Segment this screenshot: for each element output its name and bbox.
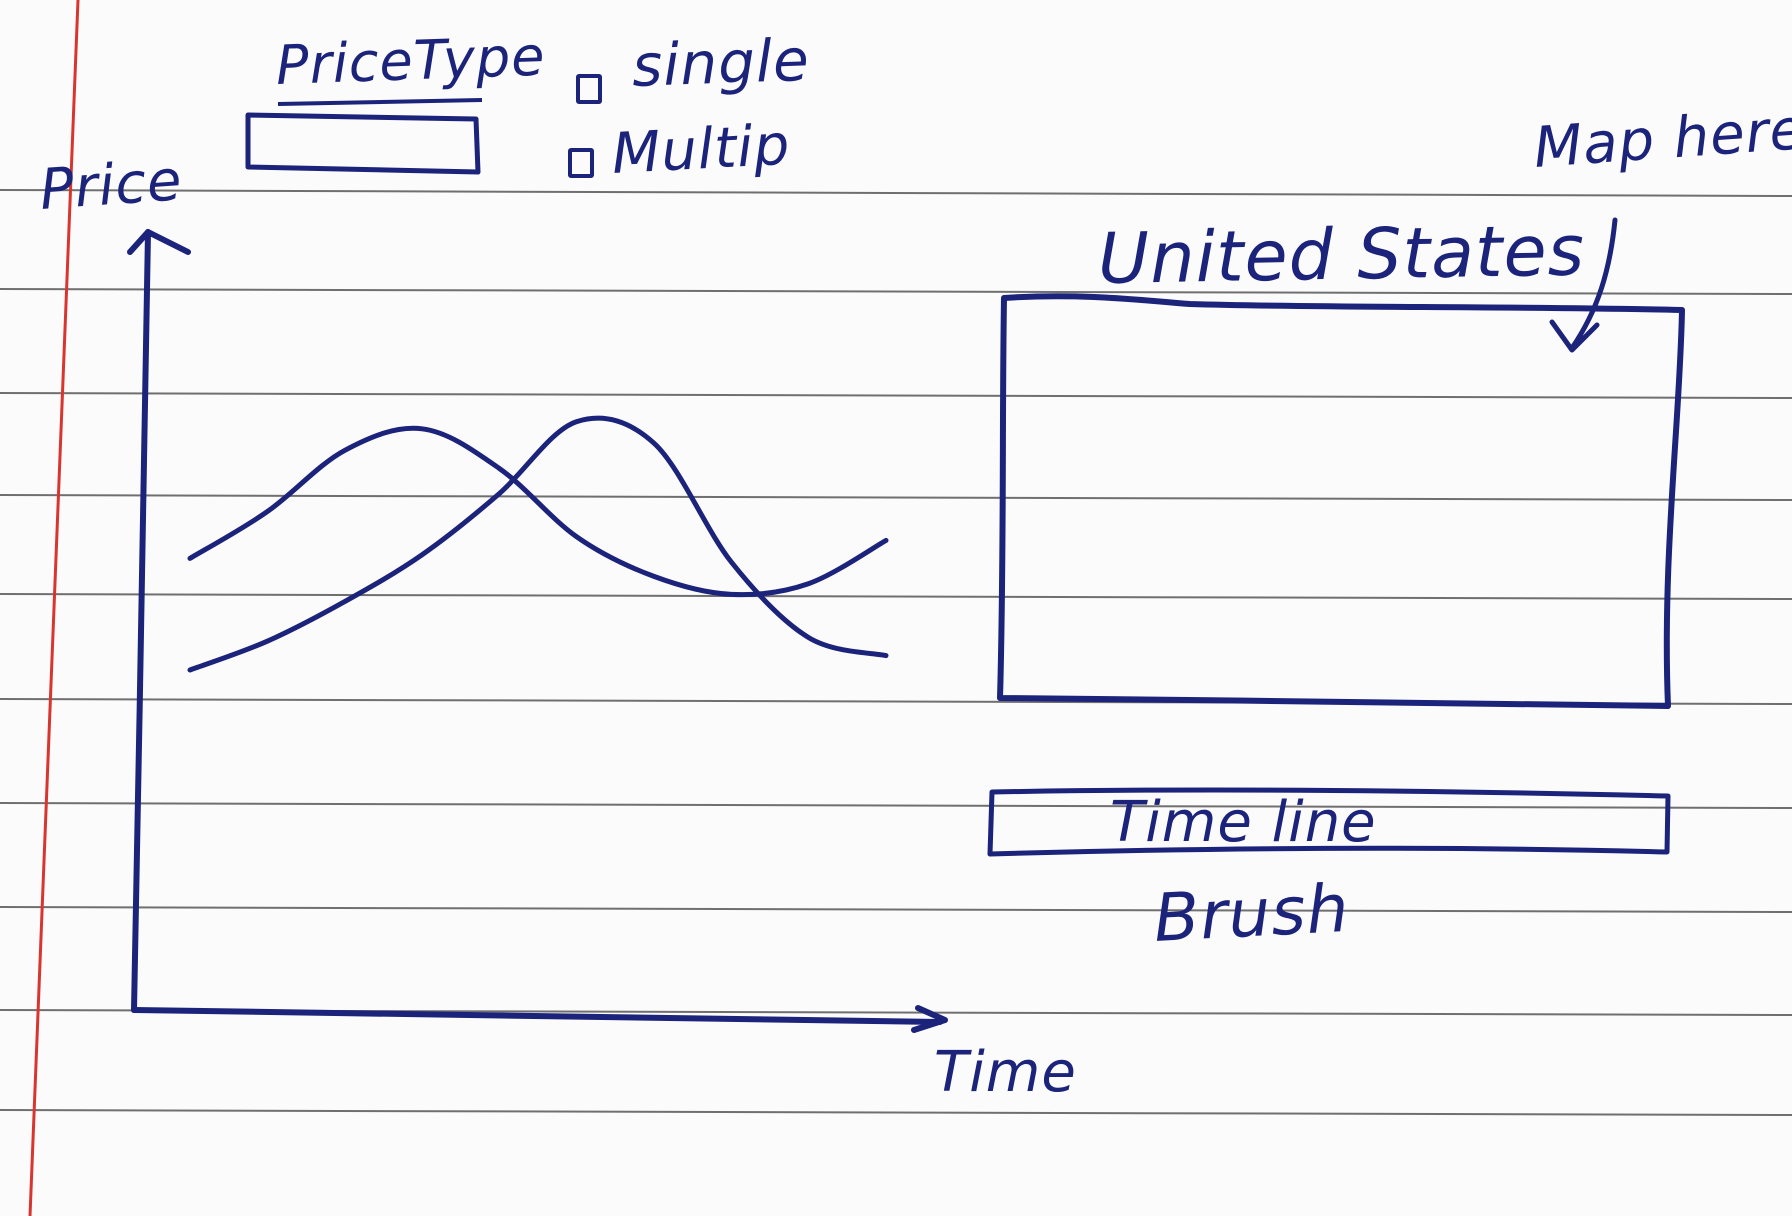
x-axis-arrowhead: [911, 1005, 948, 1033]
series-line-1: [187, 425, 889, 598]
multiple-checkbox[interactable]: [568, 148, 594, 178]
price-type-underline: [277, 98, 483, 106]
chart-series: [187, 415, 889, 673]
map-annotation-arrow: [1549, 217, 1618, 353]
timeline-label: Time line: [1110, 790, 1377, 855]
brush-label: Brush: [1151, 869, 1352, 957]
notebook-rules: [0, 189, 1792, 1116]
x-axis: [131, 1007, 943, 1025]
multiple-option-label: Multip: [610, 112, 792, 187]
margin-line: [28, 0, 80, 1216]
series-line-2: [187, 415, 889, 673]
y-axis: [131, 229, 151, 1013]
timeline-brush[interactable]: [987, 787, 1671, 857]
single-checkbox[interactable]: [576, 74, 602, 104]
y-axis-label: Price: [37, 148, 185, 223]
y-axis-arrowhead: [127, 229, 191, 255]
map-frame[interactable]: [997, 293, 1685, 709]
price-type-label: PriceType: [274, 24, 547, 97]
single-option-label: single: [630, 25, 811, 100]
x-axis-label: Time: [934, 1040, 1077, 1105]
chart-axes: [127, 229, 948, 1033]
price-type-dropdown[interactable]: [245, 112, 481, 175]
map-title: United States: [1097, 209, 1586, 300]
